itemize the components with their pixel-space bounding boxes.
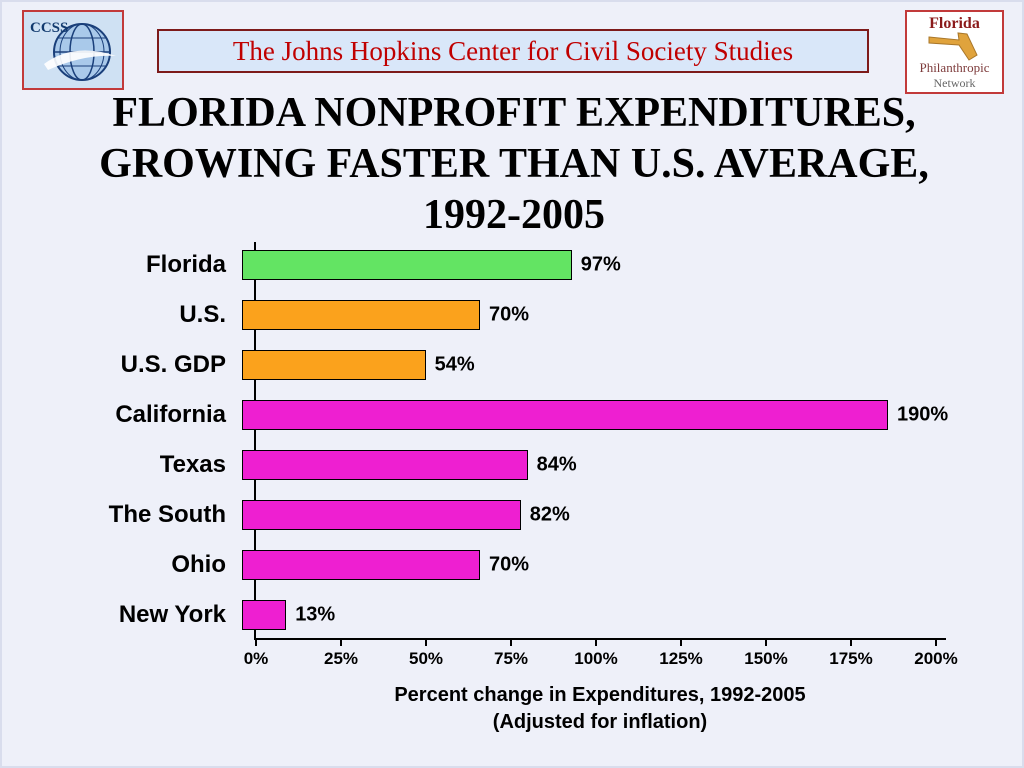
bar-track: 82% — [240, 490, 930, 540]
x-tick-mark — [935, 640, 937, 646]
x-tick-label: 200% — [914, 649, 958, 668]
bar-value-label: 84% — [536, 453, 577, 476]
x-tick-mark — [680, 640, 682, 646]
fpn-logo-line2: Philanthropic — [919, 60, 990, 75]
bar-row: U.S. 70% — [14, 290, 1014, 340]
y-axis-line — [254, 242, 256, 640]
bar-track: 13% — [240, 590, 930, 640]
bar-track: 190% — [240, 390, 948, 440]
bar — [242, 600, 287, 630]
bar-row: U.S. GDP 54% — [14, 340, 1014, 390]
x-tick-label: 50% — [408, 649, 444, 668]
fpn-logo: Florida Philanthropic Network — [905, 10, 1004, 94]
slide-title: FLORIDA NONPROFIT EXPENDITURES, GROWING … — [2, 88, 1024, 241]
bar-row: Ohio 70% — [14, 540, 1014, 590]
fpn-logo-line1: Florida — [929, 15, 980, 32]
x-tick-mark — [425, 640, 427, 646]
header-banner: The Johns Hopkins Center for Civil Socie… — [157, 29, 869, 73]
bar-value-label: 82% — [529, 503, 570, 526]
fpn-logo-line3: Network — [933, 76, 976, 90]
bar-row: New York 13% — [14, 590, 1014, 640]
florida-state-icon — [928, 32, 978, 61]
bar-category-label: Florida — [145, 251, 226, 278]
ccss-globe-icon: CCSS — [30, 20, 116, 81]
bar-value-label: 54% — [434, 353, 475, 376]
bar-category-label: U.S. — [179, 301, 226, 328]
bar-row: Texas 84% — [14, 440, 1014, 490]
bar-row: The South 82% — [14, 490, 1014, 540]
bar-track: 54% — [240, 340, 930, 390]
bar-value-label: 190% — [897, 403, 949, 426]
bar-value-label: 97% — [580, 253, 621, 276]
bar — [242, 250, 572, 280]
ccss-logo: CCSS — [22, 10, 124, 90]
bar — [242, 550, 480, 580]
x-tick-label: 125% — [659, 649, 703, 668]
x-axis-title-line2: (Adjusted for inflation) — [492, 711, 708, 733]
x-tick-label: 150% — [744, 649, 788, 668]
x-tick-mark — [850, 640, 852, 646]
x-tick-label: 100% — [574, 649, 618, 668]
x-tick-mark — [255, 640, 257, 646]
x-tick-label: 75% — [493, 649, 529, 668]
x-tick-label: 25% — [323, 649, 359, 668]
header-banner-text: The Johns Hopkins Center for Civil Socie… — [232, 35, 794, 66]
bar — [242, 300, 480, 330]
bar-category-label: Texas — [159, 451, 226, 478]
bar-row: Florida 97% — [14, 240, 1014, 290]
slide-title-line2: GROWING FASTER THAN U.S. AVERAGE, — [99, 141, 929, 187]
bar — [242, 500, 521, 530]
x-tick-label: 175% — [829, 649, 873, 668]
x-tick-mark — [340, 640, 342, 646]
bar-track: 70% — [240, 290, 930, 340]
bar-value-label: 70% — [489, 303, 530, 326]
bar-category-label: The South — [108, 501, 226, 528]
bar — [242, 450, 528, 480]
x-tick-label: 0% — [243, 649, 269, 668]
bar-row: California 190% — [14, 390, 1014, 440]
bar-category-label: U.S. GDP — [120, 351, 226, 378]
bar-category-label: Ohio — [171, 551, 226, 578]
bar — [242, 350, 426, 380]
bar-chart: Florida 97% U.S. 70% U.S. GDP 54% California 19… — [14, 240, 1014, 736]
bar-track: 84% — [240, 440, 930, 490]
bar-track: 97% — [240, 240, 930, 290]
x-axis-ticks: 0% 25% 50% 75% 100% 125% 150% 175% 200% — [244, 640, 958, 674]
bar-value-label: 70% — [489, 553, 530, 576]
bar-value-label: 13% — [295, 603, 336, 626]
x-axis-title: Percent change in Expenditures, 1992-200… — [254, 682, 946, 736]
x-axis-title-line1: Percent change in Expenditures, 1992-200… — [394, 684, 806, 706]
x-axis-line — [254, 638, 946, 640]
slide-title-line3: 1992-2005 — [423, 192, 605, 238]
slide-title-line1: FLORIDA NONPROFIT EXPENDITURES, — [112, 90, 916, 136]
ccss-logo-text: CCSS — [30, 20, 68, 36]
bar-track: 70% — [240, 540, 930, 590]
x-tick-mark — [595, 640, 597, 646]
bar-category-label: California — [115, 401, 226, 428]
x-tick-mark — [510, 640, 512, 646]
bar-category-label: New York — [118, 601, 226, 628]
chart-rows: Florida 97% U.S. 70% U.S. GDP 54% California 19… — [14, 240, 1014, 640]
x-tick-mark — [765, 640, 767, 646]
bar — [242, 400, 888, 430]
